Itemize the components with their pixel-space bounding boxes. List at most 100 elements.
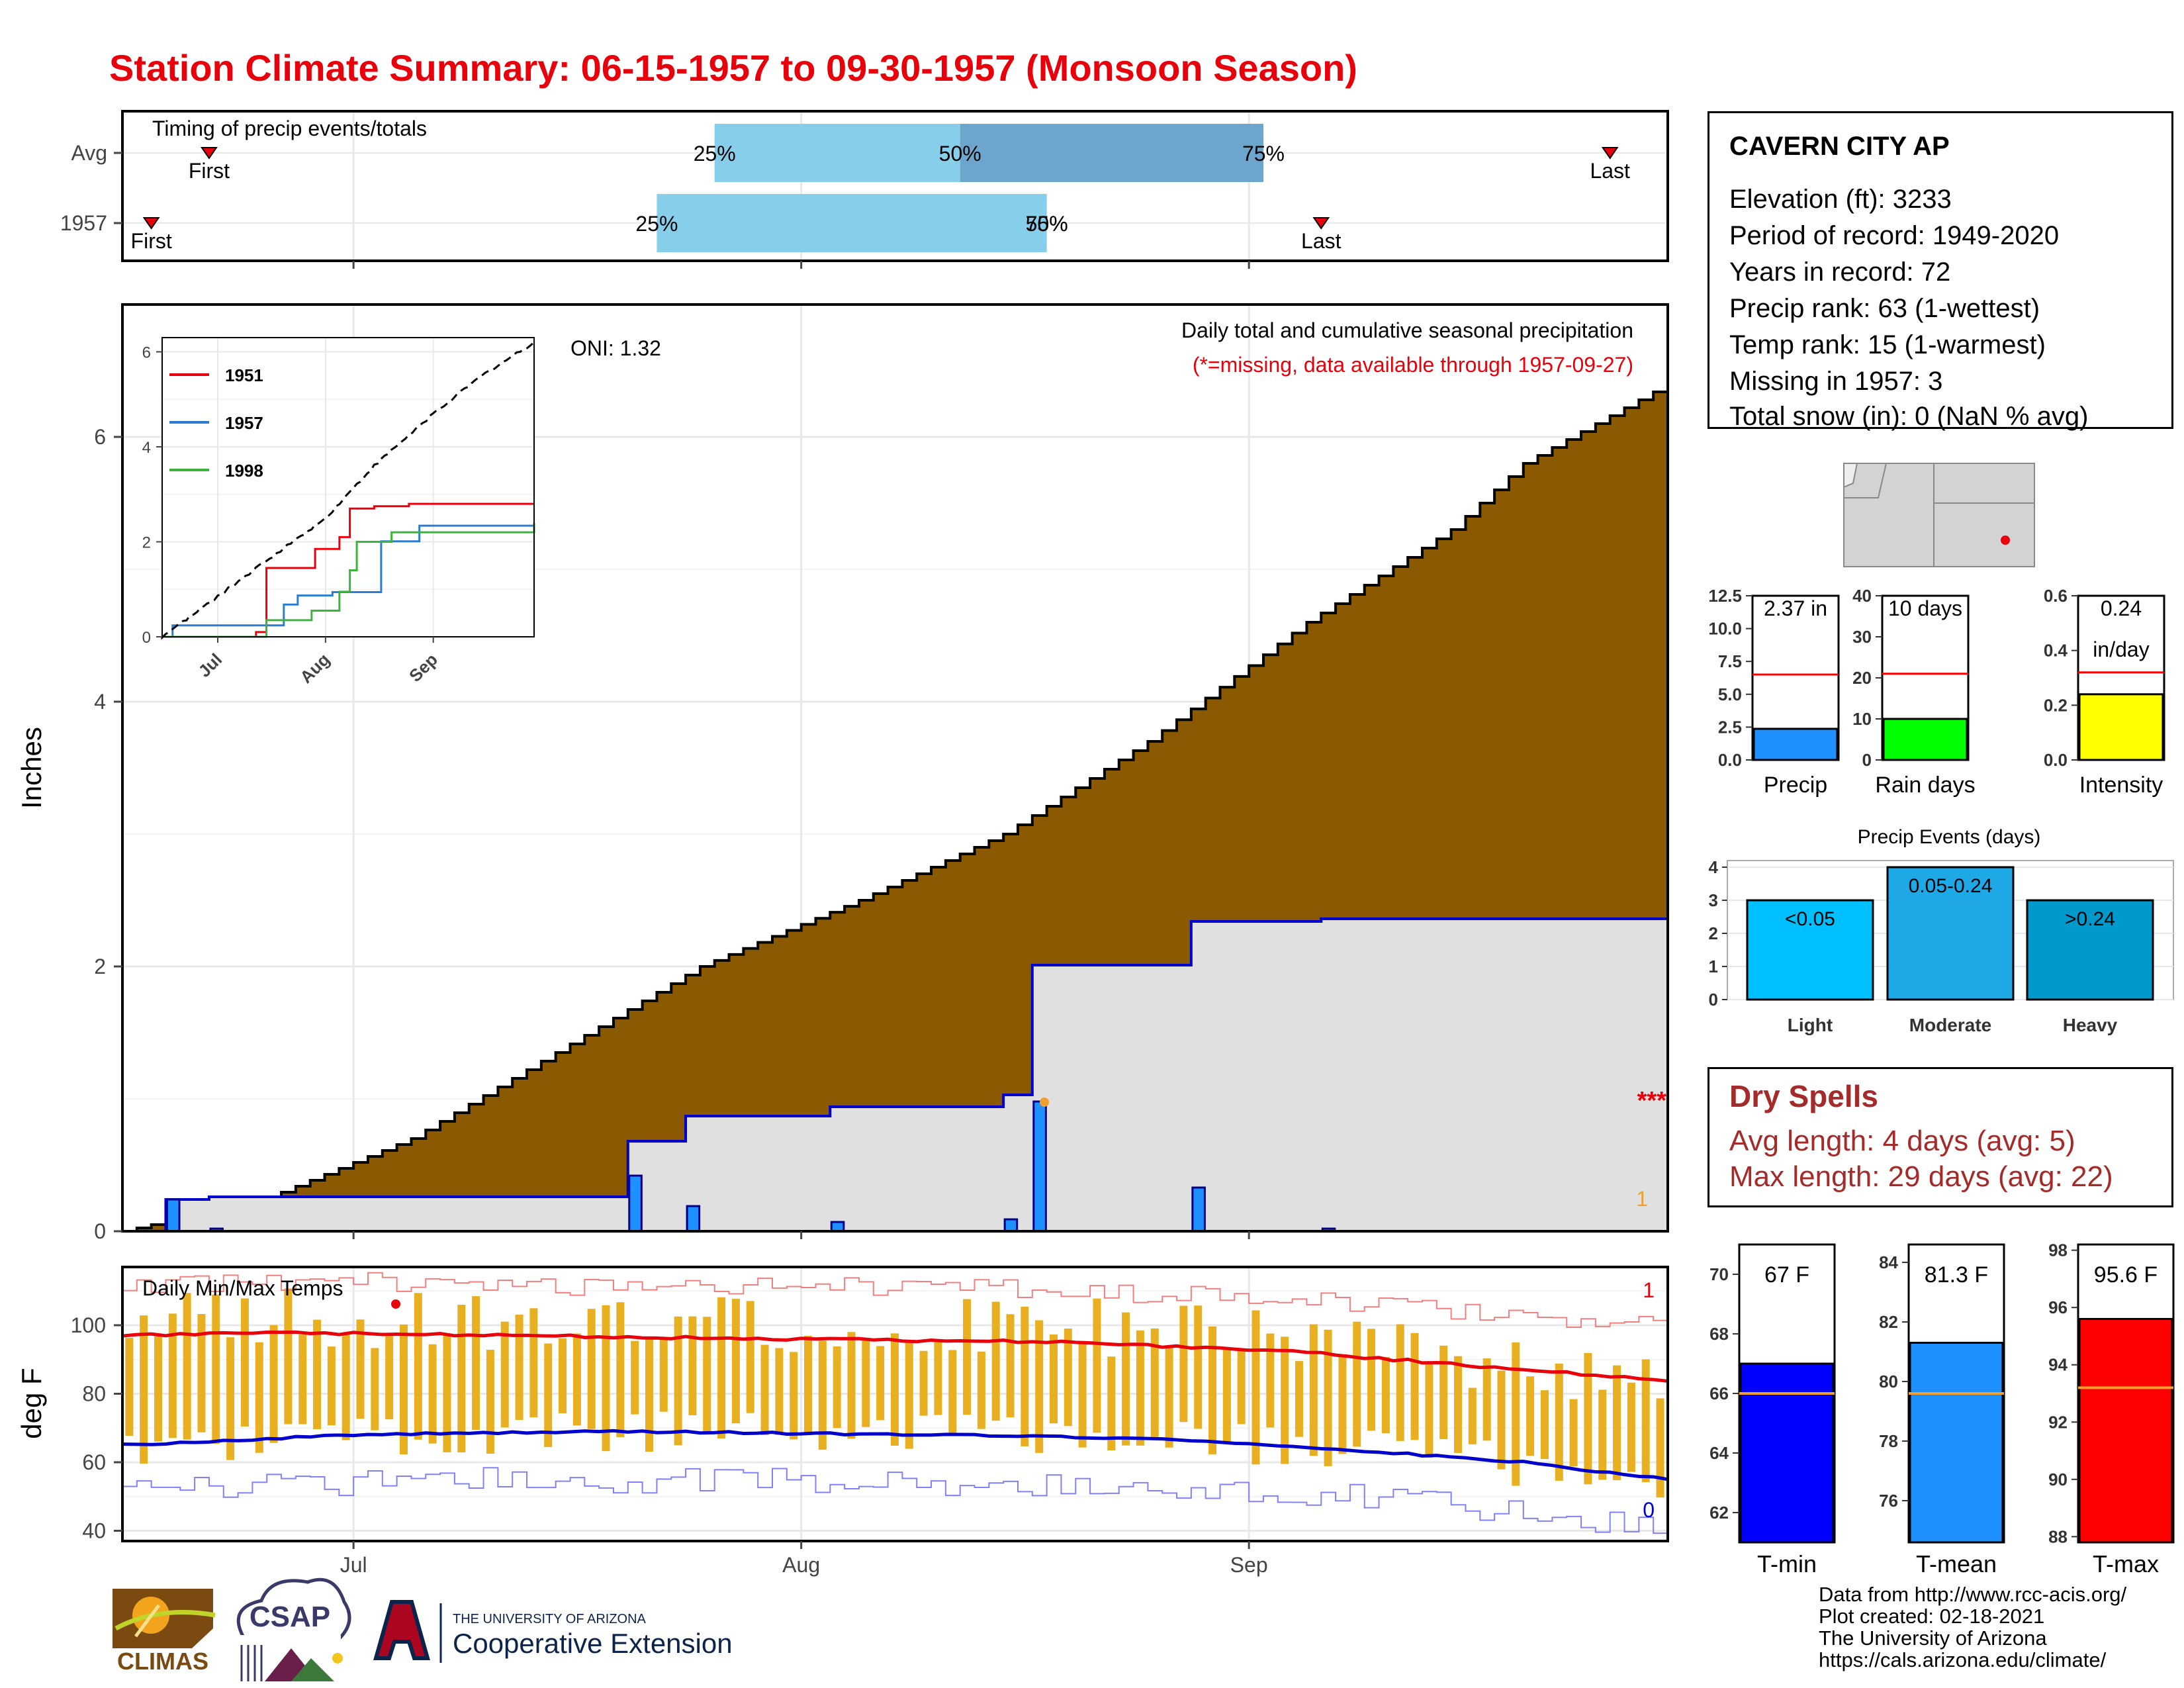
temp-day-bar (529, 1308, 538, 1418)
mini-bar-1 (1882, 718, 1968, 761)
temp-day-bar (587, 1309, 596, 1429)
precip-panel: 0 2 4 6 Inches ONI: 1.32 Daily total and cu… (16, 303, 1669, 1243)
mini-tick-label-1-2: 20 (1852, 668, 1872, 688)
events-tick-label-3: 3 (1709, 890, 1718, 910)
climas-text: CLIMAS (117, 1648, 208, 1675)
events-category-1: Moderate (1909, 1015, 1991, 1035)
dry-spells-title: Dry Spells (1729, 1079, 1878, 1113)
events-bar-1 (1886, 866, 2015, 1001)
temp-day-bar (645, 1338, 653, 1452)
mini-tick-label-0-3: 7.5 (1718, 651, 1742, 671)
temp-day-bar (659, 1337, 668, 1412)
temp-summary-tick-label-1-3: 82 (1879, 1312, 1898, 1332)
daily-precip-bar-5 (1003, 1218, 1019, 1231)
precip-ytick-label-3: 6 (94, 425, 106, 449)
temp-day-bar (847, 1332, 856, 1439)
events-title: Precip Events (days) (1858, 826, 2041, 848)
temp-day-bar (1482, 1358, 1491, 1441)
temp-summary-bar-0 (1739, 1362, 1835, 1544)
timing-bar-low-0 (714, 124, 960, 182)
temp-day-bar (602, 1305, 610, 1452)
temp-day-bar (1035, 1320, 1044, 1453)
daily-precip-bar-7 (1191, 1186, 1206, 1231)
timing-first-marker-1 (142, 217, 160, 230)
csap-logo (236, 1577, 351, 1683)
timing-y-axis: Avg 1957 (60, 141, 1250, 269)
temp-day-bar (1050, 1334, 1058, 1424)
mini-name-1: Rain days (1875, 773, 1975, 798)
temp-day-bar (1367, 1329, 1376, 1431)
timing-last-label-0: Last (1590, 159, 1630, 183)
precip-summary-bars: 2.37 in 0.0 2.5 5.0 7.5 10.0 12.5 Precip 10 days… (1708, 586, 2165, 798)
mini-tick-label-1-3: 30 (1852, 627, 1872, 647)
avg-min-line (122, 1429, 1668, 1481)
temp-summary-value-0: 67 F (1764, 1262, 1809, 1288)
mini-tick-label-0-5: 12.5 (1708, 586, 1742, 606)
temp-day-bar (862, 1338, 870, 1427)
ua-big-text: Cooperative Extension (453, 1628, 733, 1659)
temp-day-bar (977, 1351, 985, 1429)
temp-summary-tick-label-0-0: 62 (1709, 1503, 1729, 1523)
temp-day-bar (1526, 1376, 1535, 1456)
timing-q25-label-0: 25% (694, 142, 736, 165)
timing-row-label-1: 1957 (60, 211, 107, 235)
oni-label: ONI: 1.32 (570, 336, 661, 360)
temp-day-bar (790, 1352, 798, 1440)
temp-day-bar (544, 1343, 553, 1448)
temp-day-bar (428, 1344, 437, 1444)
temp-day-bar (1251, 1310, 1260, 1465)
temp-ylabel: deg F (16, 1368, 47, 1438)
mini-value-label-0: 2.37 in (1764, 596, 1827, 620)
inset-lines (161, 341, 535, 640)
daily-precip-bar-0 (165, 1198, 181, 1231)
temp-summary-tick-label-0-2: 66 (1709, 1383, 1729, 1403)
timing-last-marker-0 (1601, 147, 1619, 160)
daily-precip-bar-3 (686, 1205, 701, 1231)
temp-day-bar (298, 1335, 307, 1425)
temp-day-bar (717, 1297, 726, 1439)
timing-label: Timing of precip events/totals (152, 117, 427, 140)
temp-summary-tick-label-2-2: 92 (2048, 1412, 2068, 1432)
inset-line-1998 (162, 522, 535, 638)
temp-day-bar (1150, 1328, 1159, 1437)
temp-summary-tick-label-2-5: 98 (2048, 1241, 2068, 1260)
inset-ytick-label-1: 2 (142, 534, 151, 552)
precip-ytick-label-1: 2 (94, 955, 106, 978)
temp-day-bar (1309, 1324, 1318, 1456)
mini-tick-label-0-0: 0.0 (1718, 750, 1742, 770)
temp-label: Daily Min/Max Temps (142, 1276, 343, 1300)
temp-day-bar (1194, 1305, 1203, 1429)
temp-ytick-label-3: 100 (71, 1313, 106, 1337)
temp-day-bar (1021, 1306, 1029, 1446)
missing-marks: *** (1637, 1087, 1667, 1115)
station-name: CAVERN CITY AP (1729, 132, 1950, 161)
temp-day-bar (1165, 1347, 1173, 1448)
temp-day-bar (1064, 1329, 1072, 1427)
temp-day-bar (1179, 1305, 1188, 1423)
temp-day-bar (760, 1344, 769, 1436)
temp-day-bar (486, 1350, 494, 1454)
temp-day-bar (963, 1299, 972, 1415)
temp-summary-value-2: 95.6 F (2094, 1262, 2158, 1288)
temp-day-bar (385, 1336, 394, 1420)
temp-day-bar (1439, 1345, 1448, 1440)
temp-summary-value-1: 81.3 F (1925, 1262, 1988, 1288)
record-max-marker (391, 1299, 400, 1309)
station-info-box: CAVERN CITY AP Elevation (ft): 3233 Peri… (1707, 111, 2173, 431)
inset-ytick-label-0: 0 (142, 629, 151, 647)
temp-summary-name-1: T-mean (1916, 1550, 1997, 1577)
dry-spells-avg: Avg length: 4 days (avg: 5) (1729, 1125, 2075, 1157)
record-min-line (122, 1467, 1668, 1534)
temp-summary-tick-label-2-4: 96 (2048, 1297, 2068, 1317)
timing-q75-label-1: 75% (1026, 212, 1068, 236)
temp-summary-tick-label-1-0: 76 (1879, 1491, 1898, 1511)
temp-day-bar (515, 1314, 523, 1421)
mini-tick-label-2-2: 0.4 (2044, 641, 2068, 661)
temp-panel: 40 60 80 100 Jul Aug Sep deg F Daily Min/Max … (16, 1266, 1669, 1577)
station-location-dot (2001, 536, 2010, 545)
precip-ytick-label-0: 0 (94, 1219, 106, 1243)
temp-grid (122, 1267, 1668, 1541)
